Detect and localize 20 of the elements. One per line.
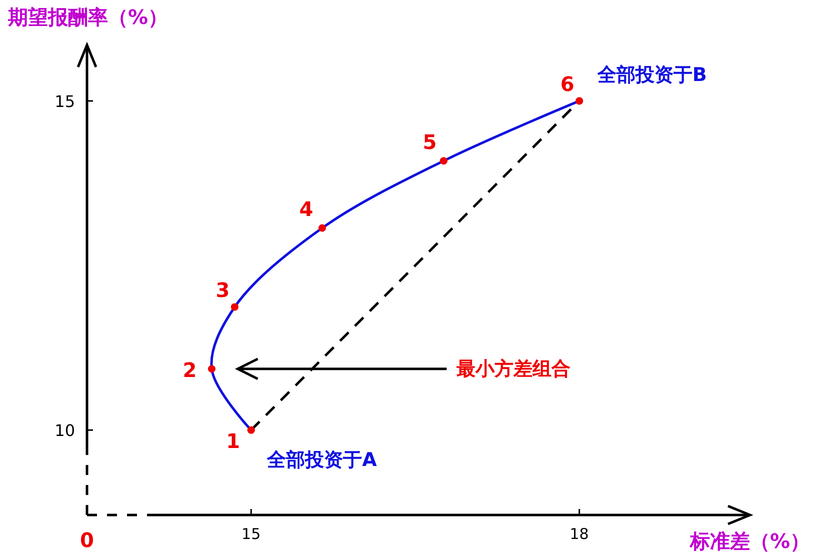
y-tick-label: 10 <box>54 421 75 440</box>
annotation: 4 <box>299 196 314 221</box>
annotation: 2 <box>182 358 197 382</box>
annotation: 最小方差组合 <box>456 358 571 380</box>
point <box>576 97 584 105</box>
point <box>247 426 255 434</box>
annotation: 3 <box>216 278 230 302</box>
annotation: 1 <box>226 429 240 454</box>
text: 0 <box>80 528 94 552</box>
x-axis-title: 标准差（%） <box>688 529 810 553</box>
annotation: 5 <box>422 130 437 154</box>
annotation: 全部投资于B <box>596 64 707 86</box>
y-axis-title: 期望报酬率（%） <box>7 5 168 29</box>
point <box>440 157 448 165</box>
annotation: 6 <box>560 72 574 96</box>
annotation: 全部投资于A <box>266 449 378 472</box>
point <box>208 365 216 373</box>
point <box>230 303 238 311</box>
x-tick-label: 18 <box>570 525 589 543</box>
point <box>318 224 326 232</box>
